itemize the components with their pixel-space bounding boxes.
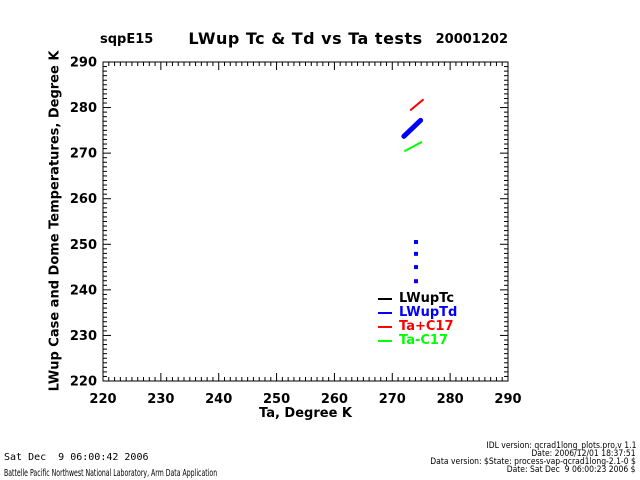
footer-idl-version: IDL version: qcrad1long_plots.pro,v 1.1 [486,441,636,451]
series-LWupTd [401,117,424,139]
y-tick-label: 260 [70,192,97,207]
x-tick-label: 290 [494,392,521,407]
x-tick-label: 220 [89,392,116,407]
x-tick-label: 240 [205,392,232,407]
y-tick-label: 280 [70,101,97,116]
y-tick-label: 240 [70,283,97,298]
legend-line-sample [378,298,392,300]
legend-label: LWupTd [399,305,458,320]
plot-title: LWup Tc & Td vs Ta tests [188,29,423,48]
series-LWupTd-outliers-point [414,265,419,270]
x-tick-label: 260 [321,392,348,407]
series-LWupTd-outliers-point [414,240,419,245]
plot-date-label: 20001202 [435,32,508,47]
footer-data-version: Data version: $State: process-vap-qcrad1… [430,457,636,467]
legend-label: Ta+C17 [399,319,454,334]
x-tick-label: 270 [379,392,406,407]
y-tick-label: 230 [70,329,97,344]
y-tick-label: 250 [70,238,97,253]
legend-label: Ta-C17 [399,333,448,348]
legend-item-Ta+C17: Ta+C17 [378,320,457,334]
series-Ta+C17 [409,98,424,111]
x-axis-title: Ta, Degree K [259,406,352,421]
series-Ta-C17 [404,141,423,152]
plot-legend: LWupTc LWupTd Ta+C17 Ta-C17 [378,292,457,348]
footer-timestamp: Sat Dec 9 06:00:42 2006 [4,452,149,463]
site-label: sqpE15 [100,32,154,47]
series-LWupTd-outliers-point [414,251,419,256]
legend-line-sample [378,326,392,328]
y-tick-label: 220 [70,375,97,390]
legend-line-sample [378,340,392,342]
legend-label: LWupTc [399,291,455,306]
legend-item-LWupTc: LWupTc [378,292,457,306]
legend-line-sample [378,312,392,314]
x-tick-label: 280 [437,392,464,407]
x-tick-label: 250 [263,392,290,407]
legend-item-Ta-C17: Ta-C17 [378,334,457,348]
y-tick-label: 290 [70,56,97,71]
footer-idl-date: Date: 2006/12/01 18:37:51 [531,449,636,459]
legend-item-LWupTd: LWupTd [378,306,457,320]
series-LWupTd-outliers-point [414,279,419,284]
y-tick-label: 270 [70,147,97,162]
footer-data-date: Date: Sat Dec 9 06:00:23 2006 $ [507,465,636,475]
x-tick-label: 230 [147,392,174,407]
footer-organization: Battelle Pacific Northwest National Labo… [4,468,218,479]
